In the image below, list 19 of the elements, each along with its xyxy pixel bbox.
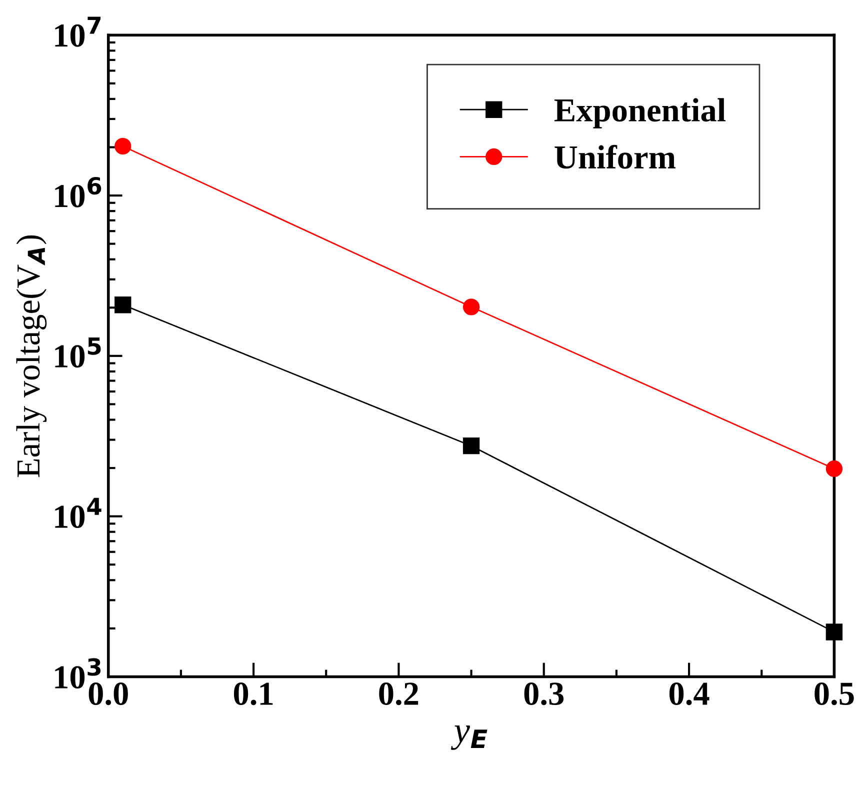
point <box>826 624 843 640</box>
y-tick-label: 10$^{6}$ <box>55 176 102 208</box>
y-tick-label: 10$^{7}$ <box>55 16 101 47</box>
point <box>462 298 480 316</box>
point <box>114 296 132 314</box>
y-tick-label: 10$^{5}$ <box>55 338 101 368</box>
x-tick-label: 0.2 <box>379 682 418 706</box>
legend-label: Exponential <box>554 98 726 128</box>
legend-label: Uniform <box>554 144 676 169</box>
x-tick-label: 0.1 <box>234 682 273 706</box>
y-tick-label: 10$^{4}$ <box>55 498 102 528</box>
x-tick-label: 0.3 <box>524 682 564 706</box>
x-tick-label: 0.4 <box>669 682 710 706</box>
y-axis-title: Early voltage(V$_{A}$) <box>16 235 47 478</box>
point <box>826 460 843 478</box>
point <box>114 138 132 155</box>
x-axis-title: y$_{E}$ <box>450 726 488 750</box>
x-tick-label: 0.5 <box>814 682 854 706</box>
point <box>462 438 480 454</box>
